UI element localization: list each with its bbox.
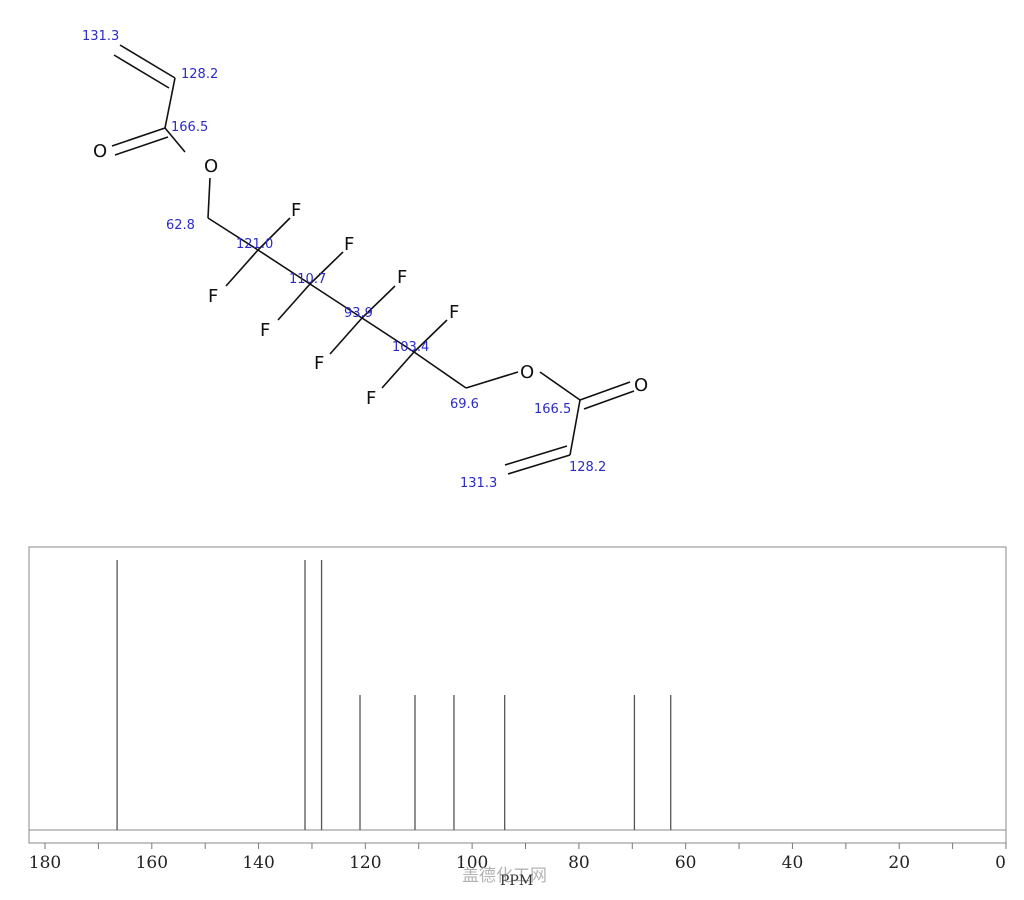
atom-fluorine: F xyxy=(208,286,218,307)
bond xyxy=(539,371,581,401)
bond xyxy=(309,283,363,319)
atom-oxygen: O xyxy=(634,375,648,396)
shift-label: 166.5 xyxy=(534,402,571,417)
x-tick-label: 0 xyxy=(995,853,1006,873)
molecule-structure: O O F F F F F F F F O O 131.3 128.2 166.… xyxy=(82,29,648,491)
watermark-text: 盖德化工网 xyxy=(462,866,547,886)
bond xyxy=(277,283,311,321)
bond xyxy=(361,285,396,319)
bond xyxy=(329,317,363,355)
x-tick-label: 120 xyxy=(349,853,381,873)
shift-label: 93.9 xyxy=(344,306,373,321)
bond xyxy=(413,351,467,389)
bond xyxy=(164,77,176,129)
bond xyxy=(114,136,169,156)
atom-fluorine: F xyxy=(366,388,376,409)
bond xyxy=(381,351,415,389)
x-tick-label: 60 xyxy=(675,853,697,873)
bond xyxy=(507,454,571,475)
atom-fluorine: F xyxy=(344,234,354,255)
bond xyxy=(225,249,259,287)
shift-label: 128.2 xyxy=(569,460,606,475)
shift-label: 110.7 xyxy=(289,272,326,287)
x-axis-title: PPM xyxy=(500,873,533,889)
atom-oxygen: O xyxy=(520,362,534,383)
bond xyxy=(113,54,170,89)
bond xyxy=(569,399,581,456)
bond xyxy=(164,127,186,153)
atom-fluorine: F xyxy=(449,302,459,323)
x-tick-label: 100 xyxy=(456,853,488,873)
atom-fluorine: F xyxy=(291,200,301,221)
bond xyxy=(579,381,631,401)
bond xyxy=(309,251,344,285)
shift-label: 131.3 xyxy=(82,29,119,44)
peaks-layer xyxy=(116,560,672,830)
atom-fluorine: F xyxy=(260,320,270,341)
x-tick-label: 160 xyxy=(136,853,168,873)
bond xyxy=(119,44,176,79)
bond xyxy=(207,217,259,251)
bond xyxy=(504,445,568,466)
bond xyxy=(257,217,291,251)
x-tick-label: 180 xyxy=(29,853,61,873)
shift-label: 131.3 xyxy=(460,476,497,491)
bond xyxy=(361,317,415,353)
x-tick-label: 40 xyxy=(782,853,804,873)
x-tick-label: 80 xyxy=(568,853,590,873)
bond xyxy=(465,371,519,389)
plot-frame xyxy=(28,546,1007,844)
shift-label: 62.8 xyxy=(166,218,195,233)
shift-label: 128.2 xyxy=(181,67,218,82)
x-tick-label: 140 xyxy=(242,853,274,873)
x-tick-label: 20 xyxy=(888,853,910,873)
bond xyxy=(207,177,211,219)
x-axis-ticks: 180 160 140 120 100 80 60 40 20 0 xyxy=(29,843,1007,873)
shift-label: 69.6 xyxy=(450,397,479,412)
atom-fluorine: F xyxy=(397,267,407,288)
atom-oxygen: O xyxy=(204,156,218,177)
bond xyxy=(257,249,311,285)
shift-label: 103.4 xyxy=(392,340,429,355)
shift-label: 166.5 xyxy=(171,120,208,135)
atom-fluorine: F xyxy=(314,353,324,374)
bond xyxy=(413,319,448,353)
bond xyxy=(583,390,635,410)
shift-label: 121.0 xyxy=(236,237,273,252)
bond xyxy=(111,127,166,147)
atom-oxygen: O xyxy=(93,141,107,162)
